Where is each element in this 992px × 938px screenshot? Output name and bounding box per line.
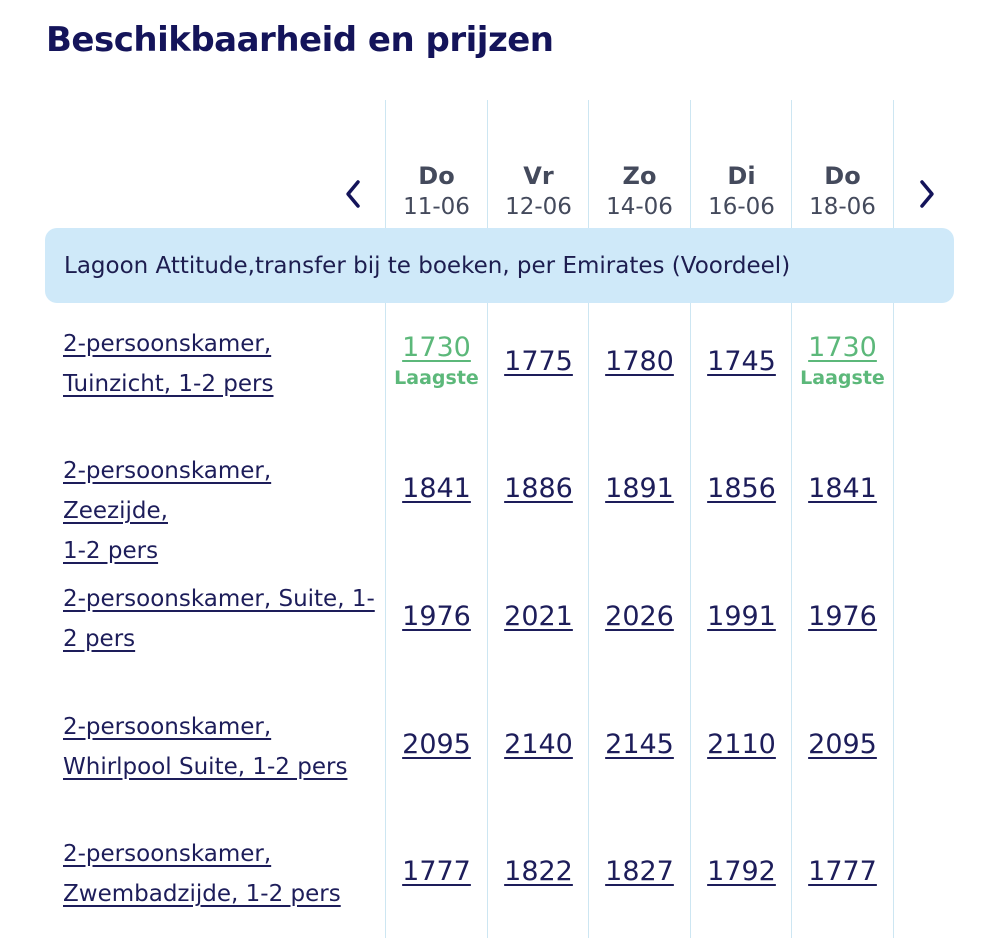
price-link[interactable]: 2026: [605, 601, 674, 632]
price-cell: 1991: [691, 601, 792, 632]
day-date: 18-06: [809, 194, 876, 220]
price-cell: 1827: [589, 856, 690, 887]
price-cell: 1976: [792, 601, 893, 632]
price-link[interactable]: 1891: [605, 473, 674, 504]
price-cell: 1891: [589, 473, 690, 504]
room-name-line: Tuinzicht, 1-2 pers: [63, 371, 274, 397]
room-type-link[interactable]: 2-persoonskamer, Zwembadzijde, 1-2 pers: [63, 834, 381, 914]
lowest-price-badge: Laagste: [394, 367, 479, 389]
price-cell: 1792: [691, 856, 792, 887]
price-cell: 1822: [488, 856, 589, 887]
price-link[interactable]: 1976: [402, 601, 471, 632]
room-name-line: 2-persoonskamer, Zeezijde,: [63, 458, 272, 524]
room-name-line: 2-persoonskamer,: [63, 714, 272, 740]
next-dates-button[interactable]: [912, 172, 942, 216]
room-type-link[interactable]: 2-persoonskamer, Tuinzicht, 1-2 pers: [63, 324, 381, 404]
room-name-line: 1-2 pers: [63, 538, 159, 564]
price-link[interactable]: 1841: [808, 473, 877, 504]
room-name-line: 2-persoonskamer, Suite, 1-: [63, 586, 375, 612]
price-cell: 2021: [488, 601, 589, 632]
price-cell: 1730 Laagste: [386, 332, 487, 389]
day-date: 12-06: [505, 194, 572, 220]
price-link[interactable]: 1841: [402, 473, 471, 504]
price-cell: 1976: [386, 601, 487, 632]
room-name-line: 2-persoonskamer,: [63, 841, 272, 867]
price-link[interactable]: 1991: [707, 601, 776, 632]
price-link[interactable]: 1777: [808, 856, 877, 887]
price-cell: 1777: [792, 856, 893, 887]
room-name-line: 2 pers: [63, 626, 136, 652]
price-link[interactable]: 2145: [605, 729, 674, 760]
room-type-link[interactable]: 2-persoonskamer, Suite, 1- 2 pers: [63, 579, 381, 659]
lowest-price-badge: Laagste: [800, 367, 885, 389]
day-name: Di: [727, 162, 756, 190]
room-type-link[interactable]: 2-persoonskamer, Whirlpool Suite, 1-2 per…: [63, 707, 381, 787]
price-cell: 2145: [589, 729, 690, 760]
price-link[interactable]: 1730: [402, 332, 471, 363]
room-name-line: Zwembadzijde, 1-2 pers: [63, 881, 341, 907]
column-divider: [690, 100, 691, 938]
price-link[interactable]: 2095: [808, 729, 877, 760]
price-link[interactable]: 1976: [808, 601, 877, 632]
price-link[interactable]: 2110: [707, 729, 776, 760]
price-link[interactable]: 2021: [504, 601, 573, 632]
column-divider: [791, 100, 792, 938]
price-cell: 1730 Laagste: [792, 332, 893, 389]
price-cell: 1886: [488, 473, 589, 504]
date-header: Do 18-06: [792, 160, 893, 222]
date-header: Zo 14-06: [589, 160, 690, 222]
price-link[interactable]: 1856: [707, 473, 776, 504]
price-cell: 2026: [589, 601, 690, 632]
price-cell: 1775: [488, 346, 589, 377]
price-cell: 2095: [386, 729, 487, 760]
column-divider: [487, 100, 488, 938]
day-name: Do: [824, 162, 861, 190]
price-cell: 1745: [691, 346, 792, 377]
price-cell: 1777: [386, 856, 487, 887]
price-link[interactable]: 1886: [504, 473, 573, 504]
room-name-line: Whirlpool Suite, 1-2 pers: [63, 754, 348, 780]
price-link[interactable]: 1730: [808, 332, 877, 363]
price-link[interactable]: 1745: [707, 346, 776, 377]
price-link[interactable]: 1777: [402, 856, 471, 887]
day-name: Zo: [622, 162, 657, 190]
price-link[interactable]: 1775: [504, 346, 573, 377]
column-divider: [588, 100, 589, 938]
day-date: 11-06: [403, 194, 470, 220]
date-header: Do 11-06: [386, 160, 487, 222]
package-banner: Lagoon Attitude,transfer bij te boeken, …: [45, 228, 954, 303]
price-link[interactable]: 1792: [707, 856, 776, 887]
day-date: 14-06: [606, 194, 673, 220]
package-banner-text: Lagoon Attitude,transfer bij te boeken, …: [64, 252, 791, 279]
room-type-link[interactable]: 2-persoonskamer, Zeezijde, 1-2 pers: [63, 451, 381, 571]
price-link[interactable]: 1822: [504, 856, 573, 887]
chevron-left-icon: [346, 180, 360, 208]
price-cell: 2110: [691, 729, 792, 760]
price-cell: 1841: [792, 473, 893, 504]
price-cell: 1780: [589, 346, 690, 377]
chevron-right-icon: [920, 180, 934, 208]
price-link[interactable]: 2095: [402, 729, 471, 760]
price-link[interactable]: 2140: [504, 729, 573, 760]
room-name-line: 2-persoonskamer,: [63, 331, 272, 357]
prev-dates-button[interactable]: [338, 172, 368, 216]
page-title: Beschikbaarheid en prijzen: [46, 20, 554, 60]
price-cell: 2095: [792, 729, 893, 760]
date-header: Di 16-06: [691, 160, 792, 222]
price-cell: 1856: [691, 473, 792, 504]
day-name: Vr: [523, 162, 554, 190]
date-header: Vr 12-06: [488, 160, 589, 222]
column-divider: [385, 100, 386, 938]
price-link[interactable]: 1780: [605, 346, 674, 377]
price-cell: 2140: [488, 729, 589, 760]
day-name: Do: [418, 162, 455, 190]
day-date: 16-06: [708, 194, 775, 220]
price-link[interactable]: 1827: [605, 856, 674, 887]
price-cell: 1841: [386, 473, 487, 504]
column-divider: [893, 100, 894, 938]
